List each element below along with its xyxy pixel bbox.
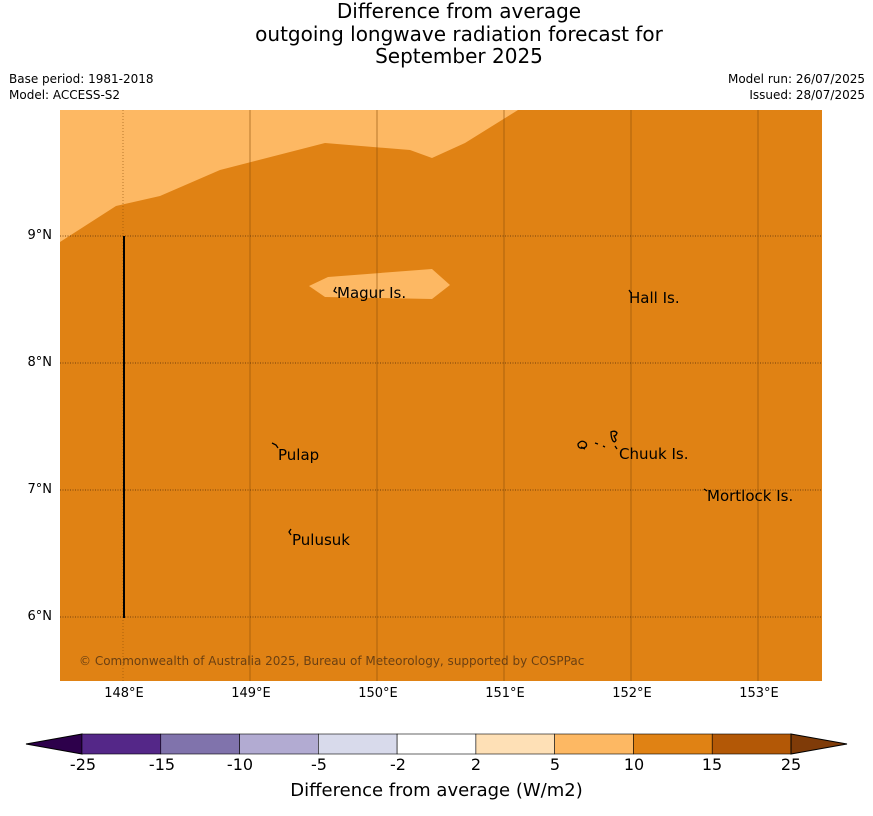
lat-label-6: 6°N bbox=[27, 609, 53, 624]
place-label-pulusuk: Pulusuk bbox=[292, 531, 350, 549]
lon-label-152: 152°E bbox=[612, 686, 652, 701]
colorbar-segment bbox=[711, 733, 792, 755]
lat-label-9: 9°N bbox=[27, 228, 53, 243]
anomaly-fill-light-top bbox=[60, 110, 518, 242]
lat-label-7: 7°N bbox=[27, 482, 53, 497]
lon-label-153: 153°E bbox=[739, 686, 779, 701]
place-label-chuuk: Chuuk Is. bbox=[619, 445, 689, 463]
island-chuuk bbox=[577, 430, 618, 450]
map-svg bbox=[60, 110, 822, 681]
place-label-mortlock: Mortlock Is. bbox=[707, 487, 794, 505]
lon-label-148: 148°E bbox=[104, 686, 144, 701]
place-label-hall: Hall Is. bbox=[629, 289, 680, 307]
colorbar bbox=[25, 733, 848, 755]
colorbar-segment bbox=[633, 733, 713, 755]
colorbar-segment bbox=[475, 733, 555, 755]
meta-right: Model run: 26/07/2025 Issued: 28/07/2025 bbox=[728, 71, 865, 103]
colorbar-extend-low bbox=[25, 733, 83, 755]
island-magur bbox=[333, 286, 338, 294]
lon-label-149: 149°E bbox=[231, 686, 271, 701]
colorbar-extend-high bbox=[790, 733, 848, 755]
meta-left: Base period: 1981-2018 Model: ACCESS-S2 bbox=[9, 71, 154, 103]
island-mortlock bbox=[703, 488, 708, 492]
place-label-magur: Magur Is. bbox=[337, 284, 407, 302]
colorbar-tick: 25 bbox=[780, 755, 802, 774]
island-pulap bbox=[271, 442, 279, 449]
colorbar-segment bbox=[396, 733, 477, 755]
title-line-3: September 2025 bbox=[375, 44, 543, 68]
title-line-1: Difference from average bbox=[336, 0, 582, 23]
colorbar-tick: 15 bbox=[701, 755, 723, 774]
colorbar-tick: 5 bbox=[549, 755, 561, 774]
islands bbox=[271, 286, 708, 536]
colorbar-segment bbox=[81, 733, 162, 755]
lat-gridlines bbox=[60, 235, 822, 618]
lon-label-150: 150°E bbox=[358, 686, 398, 701]
copyright-text: © Commonwealth of Australia 2025, Bureau… bbox=[79, 654, 585, 668]
place-label-pulap: Pulap bbox=[278, 446, 320, 464]
island-hall bbox=[628, 289, 632, 294]
anomaly-fill-main bbox=[60, 110, 822, 681]
colorbar-segment bbox=[554, 733, 634, 755]
colorbar-tick: 2 bbox=[470, 755, 482, 774]
colorbar-tick: -10 bbox=[226, 755, 254, 774]
colorbar-segment bbox=[318, 733, 398, 755]
model-text: Model: ACCESS-S2 bbox=[9, 88, 121, 102]
colorbar-tick: -2 bbox=[390, 755, 406, 774]
issued-text: Issued: 28/07/2025 bbox=[749, 88, 865, 102]
lat-label-8: 8°N bbox=[27, 355, 53, 370]
chart-title: Difference from average outgoing longwav… bbox=[0, 0, 873, 68]
anomaly-fill-light-patch bbox=[309, 269, 450, 299]
colorbar-segments bbox=[81, 733, 792, 755]
colorbar-label: Difference from average (W/m2) bbox=[290, 780, 583, 801]
lon-label-151: 151°E bbox=[485, 686, 525, 701]
base-period-text: Base period: 1981-2018 bbox=[9, 72, 154, 86]
colorbar-segment bbox=[160, 733, 240, 755]
colorbar-tick: -25 bbox=[69, 755, 97, 774]
island-pulusuk bbox=[288, 528, 292, 536]
colorbar-segment bbox=[239, 733, 319, 755]
title-line-2: outgoing longwave radiation forecast for bbox=[255, 21, 663, 46]
colorbar-tick: -5 bbox=[311, 755, 327, 774]
map-panel[interactable] bbox=[60, 110, 822, 681]
colorbar-tick: 10 bbox=[623, 755, 645, 774]
colorbar-tick: -15 bbox=[148, 755, 176, 774]
model-run-text: Model run: 26/07/2025 bbox=[727, 72, 865, 86]
